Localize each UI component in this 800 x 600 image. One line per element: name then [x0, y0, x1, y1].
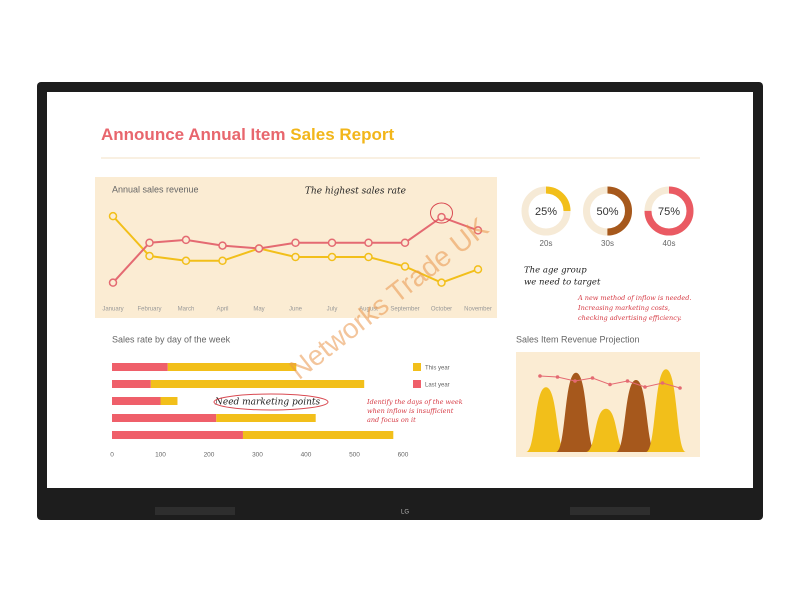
point	[364, 238, 373, 247]
chart-title: Sales rate by day of the week	[112, 334, 231, 344]
point	[254, 244, 264, 253]
note: Increasing marketing costs,	[577, 304, 670, 312]
point	[473, 226, 483, 235]
peak	[586, 408, 626, 452]
point	[660, 381, 665, 385]
point	[400, 238, 410, 247]
x-tick-label: November	[464, 307, 492, 313]
panel	[95, 177, 497, 318]
value-label: 50%	[596, 206, 618, 218]
point	[625, 379, 630, 383]
legend-swatch	[413, 363, 421, 371]
bar	[167, 363, 297, 371]
x-tick-label: 100	[155, 452, 166, 459]
bar	[112, 431, 243, 439]
x-tick-label: February	[137, 307, 161, 313]
value-label: 75%	[658, 206, 680, 218]
speaker	[570, 507, 650, 515]
peak	[646, 369, 686, 452]
point	[181, 235, 191, 245]
chart-title: Sales Item Revenue Projection	[516, 334, 640, 344]
point	[327, 252, 337, 262]
category-label: 20s	[540, 239, 553, 248]
point	[555, 375, 560, 379]
x-tick-label: March	[178, 307, 195, 313]
chart-title: Annual sales revenue	[112, 184, 199, 194]
x-tick-label: January	[102, 307, 123, 313]
point	[573, 379, 577, 383]
x-tick-label: April	[216, 307, 228, 313]
x-tick-label: 600	[398, 452, 409, 459]
x-tick-label: 300	[252, 452, 263, 459]
title: Announce Annual Item Sales Report	[101, 125, 394, 144]
legend-label: Last year	[425, 383, 450, 389]
point	[364, 252, 373, 262]
bar	[112, 380, 151, 388]
x-tick-label: August	[359, 307, 378, 313]
brand: LG	[401, 510, 409, 516]
point	[678, 386, 682, 390]
donut-arc	[583, 186, 632, 236]
bar	[112, 397, 161, 405]
point	[538, 374, 542, 378]
legend-swatch	[413, 380, 421, 388]
x-tick-label: May	[253, 307, 264, 313]
bar	[112, 363, 168, 371]
donut-arc	[521, 186, 571, 236]
point	[145, 238, 154, 247]
point	[218, 256, 227, 266]
category-label: 40s	[663, 239, 676, 248]
annotation: we need to target	[524, 278, 601, 288]
highlight	[213, 393, 329, 411]
x-tick-label: 0	[110, 452, 114, 459]
peak	[526, 387, 566, 452]
bar	[216, 414, 316, 422]
note: A new method of inflow is needed.	[577, 294, 692, 302]
note: when inflow is insufficient	[367, 407, 454, 415]
point	[437, 212, 446, 222]
point	[473, 265, 483, 274]
note: Identify the days of the week	[366, 398, 463, 406]
annotation: The age group	[524, 266, 587, 276]
point	[291, 252, 300, 262]
peak	[556, 372, 596, 452]
x-tick-label: October	[431, 307, 452, 313]
point	[643, 385, 647, 389]
x-tick-label: 400	[301, 452, 312, 459]
point	[608, 382, 612, 387]
point	[181, 256, 191, 266]
point	[590, 376, 595, 380]
x-tick-label: September	[390, 307, 419, 313]
point	[108, 278, 118, 287]
donut-arc	[644, 186, 694, 236]
point	[327, 238, 337, 247]
point	[400, 262, 410, 271]
value-label: 25%	[535, 206, 557, 218]
bar	[242, 431, 394, 439]
bar	[112, 414, 217, 422]
speaker	[155, 507, 235, 515]
point	[218, 241, 227, 250]
note: and focus on it	[367, 416, 416, 424]
legend-label: This year	[425, 366, 450, 372]
category-label: 30s	[601, 239, 614, 248]
x-tick-label: June	[289, 307, 303, 313]
point	[145, 251, 154, 261]
note: checking advertising efficiency.	[578, 314, 682, 322]
peak	[616, 380, 656, 452]
point	[291, 238, 300, 247]
x-tick-label: 200	[204, 452, 215, 459]
x-tick-label: 500	[349, 452, 360, 459]
bar	[150, 380, 365, 388]
x-tick-label: July	[327, 307, 338, 313]
highlight	[430, 202, 453, 224]
annotation: Need marketing points	[214, 398, 321, 408]
point	[437, 278, 446, 287]
annotation: The highest sales rate	[305, 187, 406, 197]
bar	[160, 397, 178, 405]
point	[108, 211, 118, 221]
